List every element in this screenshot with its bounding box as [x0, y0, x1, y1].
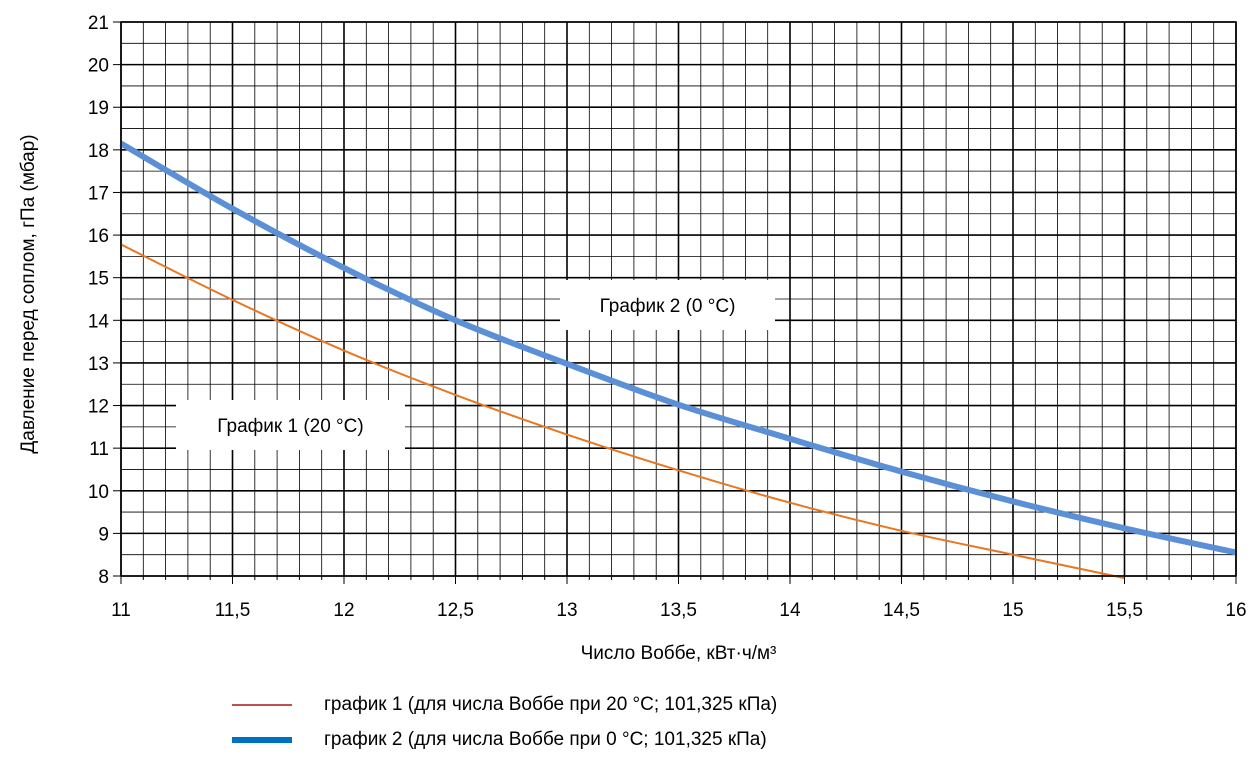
annotation-box-2	[560, 280, 775, 330]
legend-label-series-1: график 1 (для числа Воббе при 20 °C; 101…	[324, 693, 778, 715]
y-tick-label: 10	[88, 482, 109, 503]
legend-swatch-series-2	[232, 736, 292, 743]
y-tick-label: 20	[88, 56, 109, 77]
y-tick-label: 21	[88, 13, 109, 34]
series-line-1	[120, 243, 1125, 580]
x-tick-label: 16	[1225, 600, 1246, 621]
legend-item-series-1: график 1 (для числа Воббе при 20 °C; 101…	[232, 687, 777, 722]
legend-swatch-series-1	[232, 703, 292, 706]
annotation-label-2: График 2 (0 °C)	[600, 296, 736, 317]
legend-item-series-2: график 2 (для числа Воббе при 0 °C; 101,…	[232, 722, 777, 757]
x-axis-title: Число Воббе, кВт·ч/м³	[581, 643, 777, 664]
x-tick-label: 13,5	[660, 600, 697, 621]
x-tick-label: 12	[333, 600, 354, 621]
y-tick-label: 8	[98, 567, 109, 588]
x-tick-label: 15,5	[1106, 600, 1143, 621]
y-tick-label: 18	[88, 141, 109, 162]
y-tick-label: 15	[88, 269, 109, 290]
x-tick-label: 14,5	[883, 600, 920, 621]
y-tick-label: 16	[88, 226, 109, 247]
y-tick-label: 19	[88, 98, 109, 119]
x-tick-label: 14	[779, 600, 801, 621]
series-lines	[119, 140, 1237, 580]
y-tick-label: 17	[88, 183, 109, 204]
x-tick-label: 15	[1002, 600, 1023, 621]
y-tick-labels: 8 9 10 11 12 13 14 15 16 17 18 19 20 21	[88, 13, 110, 588]
x-tick-label: 13	[556, 600, 577, 621]
x-tick-label: 11	[111, 600, 131, 621]
axis-ticks	[113, 21, 1237, 584]
y-axis-title: Давление перед соплом, гПа (мбар)	[18, 134, 39, 453]
chart: График 1 (20 °C) График 2 (0 °C) 11 11,5 12…	[18, 13, 1247, 664]
x-tick-labels: 11 11,5 12 12,5 13 13,5 14 14,5 15 15,5 16	[111, 600, 1246, 621]
y-tick-label: 11	[89, 439, 109, 460]
y-tick-label: 9	[98, 524, 109, 545]
annotation-box-1	[176, 400, 405, 450]
annotation-label-1: График 1 (20 °C)	[217, 416, 363, 437]
x-tick-label: 11,5	[215, 600, 251, 621]
y-tick-label: 12	[88, 397, 109, 418]
legend: график 1 (для числа Воббе при 20 °C; 101…	[232, 687, 777, 757]
legend-label-series-2: график 2 (для числа Воббе при 0 °C; 101,…	[324, 728, 767, 750]
y-tick-label: 14	[88, 311, 110, 332]
y-tick-label: 13	[88, 354, 109, 375]
series-line-2	[119, 140, 1237, 556]
x-tick-label: 12,5	[437, 600, 474, 621]
annotations: График 1 (20 °C) График 2 (0 °C)	[176, 280, 775, 450]
